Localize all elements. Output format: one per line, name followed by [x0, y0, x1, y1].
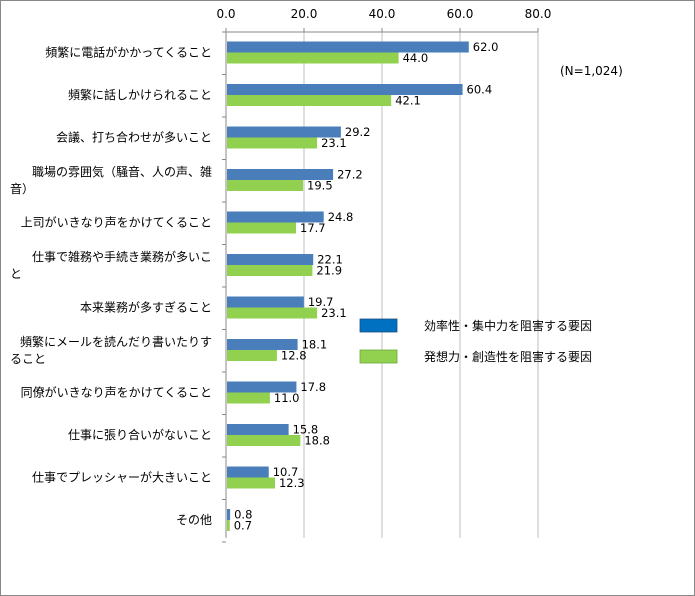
data-label: 10.7	[273, 465, 299, 479]
data-label: 11.0	[274, 391, 300, 405]
data-label: 18.8	[304, 434, 330, 448]
bar	[227, 350, 277, 361]
data-label: 42.1	[395, 94, 421, 108]
bar	[227, 265, 313, 276]
data-label: 0.7	[234, 519, 252, 533]
category-label: 職場の雰囲気（騒音、人の声、雑	[32, 164, 212, 179]
category-label: 会議、打ち合わせが多いこと	[56, 130, 212, 145]
data-labels: 62.044.060.442.129.223.127.219.524.817.7…	[234, 40, 499, 533]
sample-size-annotation: (N=1,024)	[560, 64, 623, 78]
data-label: 21.9	[316, 264, 342, 278]
category-labels: 頻繁に電話がかかってくること頻繁に話しかけられること会議、打ち合わせが多いこと職…	[10, 45, 212, 528]
bar	[227, 84, 463, 95]
x-tick-label: 0.0	[216, 7, 235, 21]
data-label: 44.0	[403, 51, 429, 65]
legend-label: 効率性・集中力を阻害する要因	[424, 318, 592, 333]
bar	[227, 222, 297, 234]
bar	[227, 211, 324, 223]
bar	[227, 477, 275, 489]
x-tick-label: 20.0	[291, 7, 318, 21]
category-label: 本来業務が多すぎること	[80, 300, 212, 315]
bar	[227, 254, 314, 265]
data-label: 27.2	[337, 168, 363, 182]
category-label: その他	[176, 513, 212, 527]
data-label: 29.2	[345, 125, 371, 139]
bar	[227, 169, 334, 180]
category-label: と	[10, 267, 22, 281]
bar	[227, 307, 318, 319]
gridlines	[303, 32, 539, 538]
axes	[222, 28, 539, 543]
bar	[227, 296, 304, 308]
data-label: 15.8	[293, 423, 319, 437]
category-label: 頻繁にメールを読んだり書いたりす	[20, 334, 212, 349]
category-label: 仕事に張り合いがないこと	[68, 427, 212, 442]
x-tick-labels: 0.0 20.0 40.0 60.0 80.0	[216, 7, 551, 21]
data-label: 19.7	[308, 295, 334, 309]
data-label: 24.8	[328, 210, 354, 224]
bar	[227, 52, 399, 64]
bar	[227, 95, 392, 106]
bar	[227, 180, 304, 191]
legend-swatch	[359, 349, 398, 364]
category-label: 仕事で雑務や手続き業務が多いこ	[32, 249, 212, 264]
data-label: 19.5	[307, 179, 333, 193]
legend-label: 発想力・創造性を阻害する要因	[424, 349, 592, 364]
bar	[227, 126, 341, 138]
category-label: ること	[10, 352, 46, 366]
category-label: 頻繁に話しかけられること	[68, 87, 212, 102]
x-tick-label: 60.0	[447, 7, 474, 21]
x-tick-label: 80.0	[525, 7, 552, 21]
bar	[227, 392, 270, 404]
data-label: 23.1	[321, 136, 347, 150]
data-label: 23.1	[321, 306, 347, 320]
category-label: 頻繁に電話がかかってくること	[45, 45, 212, 60]
data-label: 22.1	[317, 253, 343, 267]
bars	[227, 41, 469, 531]
data-label: 17.7	[300, 221, 326, 235]
data-label: 60.4	[467, 83, 493, 97]
bar	[227, 466, 269, 478]
data-label: 17.8	[300, 380, 326, 394]
bar	[227, 435, 301, 446]
data-label: 18.1	[302, 338, 328, 352]
x-tick-label: 40.0	[369, 7, 396, 21]
data-label: 0.8	[234, 508, 252, 522]
bar	[227, 424, 289, 435]
data-label: 62.0	[473, 40, 499, 54]
bar	[227, 137, 318, 149]
data-label: 12.8	[281, 349, 307, 363]
bar	[227, 520, 230, 531]
bar	[227, 41, 469, 53]
bar	[227, 381, 297, 393]
category-label: 同僚がいきなり声をかけてくること	[21, 385, 212, 400]
category-label: 音）	[10, 181, 34, 196]
category-label: 仕事でプレッシャーが大きいこと	[32, 470, 212, 485]
category-label: 上司がいきなり声をかけてくること	[21, 215, 212, 230]
legend-swatch	[359, 318, 398, 333]
bar	[227, 339, 298, 350]
bar	[227, 509, 231, 520]
data-label: 12.3	[279, 476, 305, 490]
